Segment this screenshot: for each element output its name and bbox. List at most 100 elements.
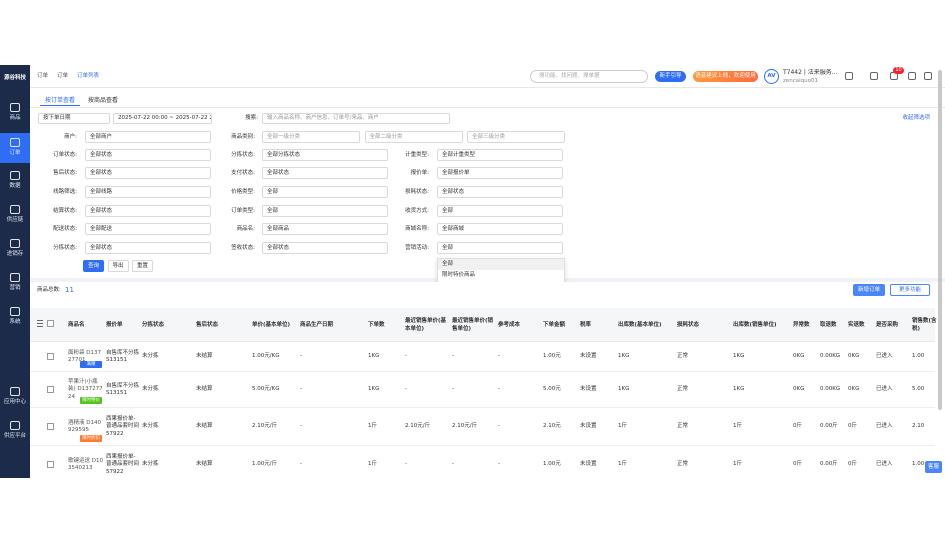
filter-select[interactable]: 全部状态 (85, 242, 211, 254)
filter-label: 订单类型: (231, 208, 255, 214)
table-cell: - (452, 353, 454, 360)
table-cell: 自售库不分拣S13151 (106, 349, 139, 364)
menu-icon-line (37, 323, 43, 324)
filter-select[interactable]: 全部商品 (262, 223, 388, 235)
table-cell: 1KG (618, 353, 630, 360)
date-range[interactable]: 2025-07-22 00:00 ~ 2025-07-22 24:00 (113, 113, 212, 124)
sidebar-icon[interactable] (10, 239, 20, 248)
filter-select[interactable]: 全部状态 (85, 205, 211, 217)
filter-label: 商品名: (236, 226, 255, 232)
collapse-link[interactable]: 收起筛选项 (902, 115, 930, 121)
table-cell[interactable]: 酒精液 D140929595 (68, 419, 101, 434)
action-button[interactable]: 更多功能 (890, 284, 930, 296)
top-icon[interactable] (870, 72, 878, 80)
filter-select[interactable]: 全部 (262, 205, 388, 217)
checkbox[interactable] (47, 423, 54, 430)
sidebar-icon[interactable] (10, 387, 20, 396)
filter-button[interactable]: 导出 (107, 260, 129, 272)
sidebar-icon[interactable] (10, 421, 20, 430)
sidebar-item[interactable]: 进销存 (6, 251, 24, 257)
filter-select[interactable]: 全部计重类型 (437, 149, 563, 161)
breadcrumb[interactable]: 订单 (37, 73, 49, 79)
filter-select[interactable]: 全部状态 (437, 186, 563, 198)
top-icon[interactable] (845, 72, 853, 80)
table-cell: 未设置 (580, 386, 597, 393)
sidebar-item[interactable]: 应用中心 (3, 399, 26, 405)
filter-select[interactable]: 全部 (437, 242, 563, 254)
checkbox[interactable] (47, 461, 54, 468)
checkbox[interactable] (47, 353, 54, 360)
table-cell: 0KG (848, 386, 860, 393)
table-cell: - (498, 423, 500, 430)
sidebar-icon[interactable] (10, 307, 20, 316)
table-cell: 5.00元 (543, 386, 561, 393)
sidebar-icon[interactable] (10, 273, 20, 282)
filter-select[interactable]: 全部配送 (85, 223, 211, 235)
filter-label: 售后状态: (53, 170, 77, 176)
sidebar-icon[interactable] (10, 171, 20, 180)
table-cell[interactable]: 歌键运送 D103540213 (68, 457, 103, 472)
filter-select[interactable]: 全部状态 (262, 167, 388, 179)
dropdown-option[interactable]: 全部 (438, 259, 564, 270)
filter-label: 支付状态: (231, 170, 255, 176)
promo-button[interactable]: 语音建议上线，欢迎使用 (693, 71, 758, 82)
filter-select[interactable]: 全部状态 (85, 167, 211, 179)
tab[interactable]: 按订单查看 (40, 95, 80, 106)
filter-select[interactable]: 全部商城 (437, 223, 563, 235)
filter-select[interactable]: 全部二级分类 (364, 131, 463, 143)
checkbox[interactable] (47, 320, 54, 327)
top-icon[interactable] (908, 72, 916, 80)
filter-select[interactable]: 全部状态 (262, 242, 388, 254)
table-cell: 已进入 (876, 353, 893, 360)
table-cell[interactable]: 苹果汁(小瓶装) D13727724 (68, 378, 103, 400)
date-type-select[interactable]: 按下单日期 (38, 113, 110, 124)
sidebar-item[interactable]: 系统 (9, 319, 21, 325)
column-header: 取退数 (820, 322, 837, 328)
table-cell[interactable]: 面粉袋 D13727701 (68, 349, 101, 364)
sidebar-item[interactable]: 营销 (9, 285, 21, 291)
sidebar-icon[interactable] (10, 103, 20, 112)
filter-select[interactable]: 全部状态 (85, 149, 211, 161)
table-cell: - (300, 353, 302, 360)
table-header (30, 308, 935, 342)
top-icon[interactable] (924, 72, 932, 80)
sidebar-item[interactable]: 商品 (9, 115, 21, 121)
filter-select[interactable]: 全部分拣状态 (262, 149, 388, 161)
sidebar-item[interactable]: 订单 (9, 150, 21, 156)
filter-select[interactable]: 全部三级分类 (467, 131, 565, 143)
sidebar-item[interactable]: 供应平台 (3, 433, 26, 439)
tab[interactable]: 按商品查看 (87, 97, 118, 104)
column-header: 损耗状态 (677, 322, 700, 328)
sidebar-item[interactable]: 供应链 (6, 217, 24, 223)
breadcrumb[interactable]: 订单 (57, 73, 69, 79)
row-tag: 满赠 (80, 361, 102, 368)
checkbox[interactable] (47, 386, 54, 393)
filter-select[interactable]: 全部 (437, 205, 563, 217)
sidebar-item[interactable]: 数据 (9, 183, 21, 189)
filter-select[interactable]: 全部 (262, 186, 388, 198)
filter-button[interactable]: 查询 (83, 260, 104, 272)
filter-label: 商品类别: (231, 134, 255, 140)
avatar[interactable]: AV (764, 69, 779, 84)
search-box[interactable]: 搜功能、找问题、搜单据 (530, 70, 648, 83)
dropdown-option[interactable]: 限时特价商品 (442, 272, 476, 278)
search-input[interactable]: 输入商品名称、商户信息、订单号/来品、商户 (262, 113, 450, 124)
tab-divider (30, 107, 945, 108)
support-button[interactable]: 客服 (925, 461, 942, 473)
table-row (30, 446, 935, 478)
user-name[interactable]: T7442 | 法来服务... (783, 69, 838, 76)
table-cell: 0.00KG (820, 353, 841, 360)
filter-select[interactable]: 全部一级分类 (262, 131, 360, 143)
table-cell: 1斤 (368, 461, 377, 468)
filter-select[interactable]: 全部商户 (85, 131, 211, 143)
filter-button[interactable]: 重置 (132, 260, 153, 272)
filter-label: 商户: (64, 134, 77, 140)
guide-button[interactable]: 新手引导 (655, 71, 686, 82)
table-cell: 0斤 (793, 461, 802, 468)
sidebar-icon[interactable] (10, 138, 20, 147)
action-button[interactable]: 新增订单 (853, 284, 885, 296)
filter-select[interactable]: 全部线路 (85, 186, 211, 198)
sidebar-icon[interactable] (10, 205, 20, 214)
filter-select[interactable]: 全部报价单 (437, 167, 563, 179)
